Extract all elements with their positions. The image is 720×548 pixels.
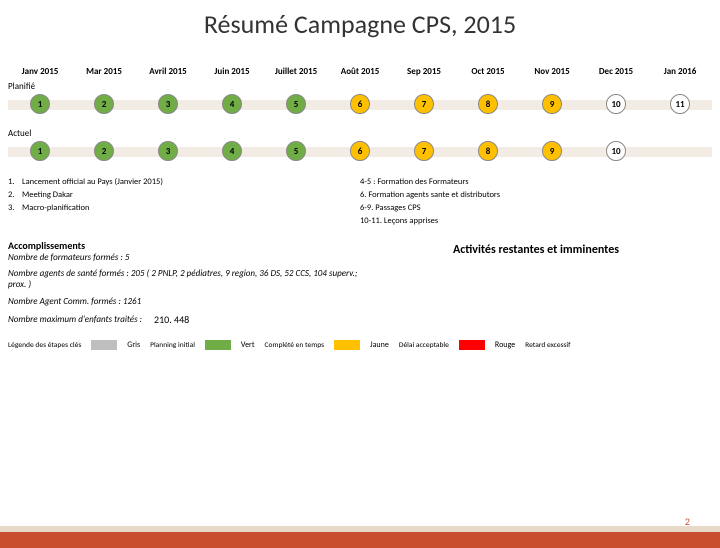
month-label: Nov 2015 bbox=[520, 66, 584, 77]
timeline-node: 11 bbox=[670, 94, 690, 114]
legend-desc: Planning initial bbox=[150, 341, 195, 350]
timeline-node: 7 bbox=[414, 141, 434, 161]
legend-label: Jaune bbox=[370, 340, 389, 350]
accomp-line4-value: 210. 448 bbox=[154, 313, 189, 326]
timeline-node: 3 bbox=[158, 141, 178, 161]
actuel-label: Actuel bbox=[8, 128, 720, 139]
timeline-node: 10 bbox=[606, 94, 626, 114]
legend-label: Rouge bbox=[495, 340, 515, 350]
page-title: Résumé Campagne CPS, 2015 bbox=[0, 8, 720, 40]
legend-swatch bbox=[205, 340, 231, 350]
accomp-line4-label: Nombre maximum d'enfants traités : bbox=[8, 314, 142, 325]
note-item: 3.Macro-planification bbox=[8, 203, 360, 213]
month-label: Sep 2015 bbox=[392, 66, 456, 77]
legend-swatch bbox=[459, 340, 485, 350]
legend-swatch bbox=[91, 340, 117, 350]
month-label: Août 2015 bbox=[328, 66, 392, 77]
note-item: 6-9. Passages CPS bbox=[360, 203, 712, 213]
timeline-node: 5 bbox=[286, 94, 306, 114]
legend-label: Gris bbox=[127, 340, 140, 350]
month-label: Juillet 2015 bbox=[264, 66, 328, 77]
timeline-node: 2 bbox=[94, 94, 114, 114]
timeline-node: 4 bbox=[222, 94, 242, 114]
timeline-node: 8 bbox=[478, 141, 498, 161]
legend-title: Légende des étapes clés bbox=[8, 341, 81, 350]
actuel-timeline: 1 2 3 4 5 6 7 8 9 10 bbox=[8, 141, 712, 163]
accomp-line3: Nombre Agent Comm. formés : 1261 bbox=[8, 297, 360, 308]
timeline-node: 3 bbox=[158, 94, 178, 114]
month-label: Juin 2015 bbox=[200, 66, 264, 77]
accomp-line1: Nombre de formateurs formés : 5 bbox=[8, 252, 360, 263]
month-label: Avril 2015 bbox=[136, 66, 200, 77]
timeline-node: 10 bbox=[606, 141, 626, 161]
accomplishments-row: Accomplissements Nombre de formateurs fo… bbox=[8, 239, 712, 332]
legend-desc: Retard excessif bbox=[525, 341, 570, 350]
timeline-node: 2 bbox=[94, 141, 114, 161]
notes-left-col: 1.Lancement official au Pays (Janvier 20… bbox=[8, 177, 360, 229]
timeline-node: 8 bbox=[478, 94, 498, 114]
activites-heading: Activités restantes et imminentes bbox=[360, 239, 712, 332]
timeline-node: 9 bbox=[542, 141, 562, 161]
note-item: 6. Formation agents sante et distributor… bbox=[360, 190, 712, 200]
note-item: 4-5 : Formation des Formateurs bbox=[360, 177, 712, 187]
month-label: Dec 2015 bbox=[584, 66, 648, 77]
notes-row: 1.Lancement official au Pays (Janvier 20… bbox=[8, 177, 712, 229]
note-item: 10-11. Leçons apprises bbox=[360, 216, 712, 226]
legend-label: Vert bbox=[241, 340, 255, 350]
accomplishments-left: Accomplissements Nombre de formateurs fo… bbox=[8, 239, 360, 332]
planifie-timeline: 1 2 3 4 5 6 7 8 9 10 11 bbox=[8, 94, 712, 116]
note-item: 2.Meeting Dakar bbox=[8, 190, 360, 200]
timeline-node: 6 bbox=[350, 141, 370, 161]
month-label: Jan 2016 bbox=[648, 66, 712, 77]
accomp-line2: Nombre agents de santé formés : 205 ( 2 … bbox=[8, 269, 360, 291]
timeline-node: 1 bbox=[30, 141, 50, 161]
month-label: Janv 2015 bbox=[8, 66, 72, 77]
month-label: Oct 2015 bbox=[456, 66, 520, 77]
month-header-row: Janv 2015Mar 2015Avril 2015Juin 2015Juil… bbox=[8, 66, 712, 77]
legend-desc: Délai acceptable bbox=[399, 341, 449, 350]
timeline-node: 9 bbox=[542, 94, 562, 114]
notes-right-col: 4-5 : Formation des Formateurs 6. Formati… bbox=[360, 177, 712, 229]
timeline-node: 7 bbox=[414, 94, 434, 114]
timeline-node: 5 bbox=[286, 141, 306, 161]
month-label: Mar 2015 bbox=[72, 66, 136, 77]
note-item: 1.Lancement official au Pays (Janvier 20… bbox=[8, 177, 360, 187]
legend-desc: Complété en temps bbox=[265, 341, 325, 350]
timeline-node: 1 bbox=[30, 94, 50, 114]
legend-row: Légende des étapes clés Gris Planning init… bbox=[8, 340, 712, 350]
timeline-node: 6 bbox=[350, 94, 370, 114]
footer-bar bbox=[0, 532, 720, 548]
accomp-heading: Accomplissements bbox=[8, 239, 360, 252]
planifie-label: Planifié bbox=[8, 81, 720, 92]
legend-swatch bbox=[334, 340, 360, 350]
timeline-node: 4 bbox=[222, 141, 242, 161]
